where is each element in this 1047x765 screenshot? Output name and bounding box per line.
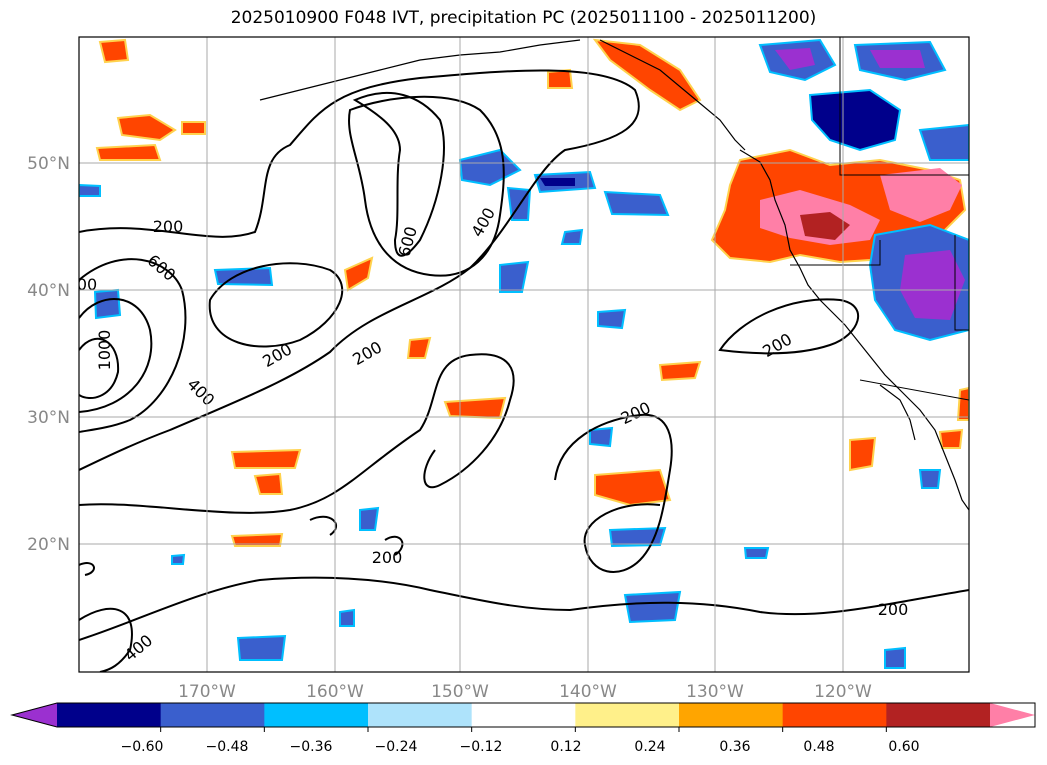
lon-label-150w: 150°W (431, 682, 489, 702)
colorbar-tick-label: 0.60 (888, 739, 919, 755)
colorbar-segment (368, 703, 473, 727)
lon-label-120w: 120°W (814, 682, 872, 702)
colorbar-tick-label: −0.24 (375, 739, 418, 755)
colorbar-tick-label: 0.12 (550, 739, 581, 755)
colorbar-segment (57, 703, 162, 727)
precip-fields (79, 38, 969, 669)
lat-label-20n: 20°N (27, 535, 70, 555)
lat-label-30n: 30°N (27, 408, 70, 428)
contour-label: 200 (153, 217, 184, 236)
colorbar-tick-label: 0.24 (634, 739, 665, 755)
colorbar-tick-label: −0.12 (460, 739, 503, 755)
contour-label: 200 (878, 600, 909, 619)
map-frame (78, 36, 970, 673)
lon-label-160w: 160°W (306, 682, 364, 702)
colorbar-segment (886, 703, 991, 727)
political-borders (790, 37, 969, 401)
colorbar-extend-min (12, 703, 57, 727)
colorbar-segment (160, 703, 265, 727)
colorbar: −0.60 −0.48 −0.36 −0.24 −0.12 0.12 0.24 … (10, 702, 1036, 755)
colorbar-tick-label: −0.60 (121, 739, 164, 755)
lat-label-40n: 40°N (27, 281, 70, 301)
colorbar-tick-label: 0.48 (803, 739, 834, 755)
lat-label-50n: 50°N (27, 154, 70, 174)
longitude-labels: 170°W 160°W 150°W 140°W 130°W 120°W (178, 682, 872, 702)
lon-label-140w: 140°W (559, 682, 617, 702)
colorbar-tick-label: 0.36 (719, 739, 750, 755)
map-title: 2025010900 F048 IVT, precipitation PC (2… (230, 8, 817, 28)
colorbar-tick-label: −0.48 (206, 739, 249, 755)
ivt-contours (79, 69, 969, 672)
colorbar-segment (471, 703, 576, 727)
colorbar-tick-labels: −0.60 −0.48 −0.36 −0.24 −0.12 0.12 0.24 … (121, 739, 920, 755)
colorbar-segments (12, 703, 1035, 727)
colorbar-segment (679, 703, 784, 727)
lon-label-170w: 170°W (178, 682, 236, 702)
graticule (79, 37, 969, 672)
colorbar-extend-max (990, 703, 1035, 727)
colorbar-ticks (160, 727, 887, 732)
contour-label: 00 (77, 275, 97, 294)
latitude-labels: 50°N 40°N 30°N 20°N (27, 154, 70, 555)
colorbar-frame (10, 702, 1036, 728)
coastlines (259, 39, 969, 511)
colorbar-segment (575, 703, 680, 727)
colorbar-segment (782, 703, 887, 727)
contour-label: 1000 (95, 330, 114, 371)
colorbar-tick-label: −0.36 (290, 739, 333, 755)
colorbar-segment (264, 703, 369, 727)
map-area: 200 200 200 200 200 200 200 400 400 400 … (77, 37, 969, 672)
lon-label-130w: 130°W (686, 682, 744, 702)
contour-label: 200 (372, 548, 403, 567)
